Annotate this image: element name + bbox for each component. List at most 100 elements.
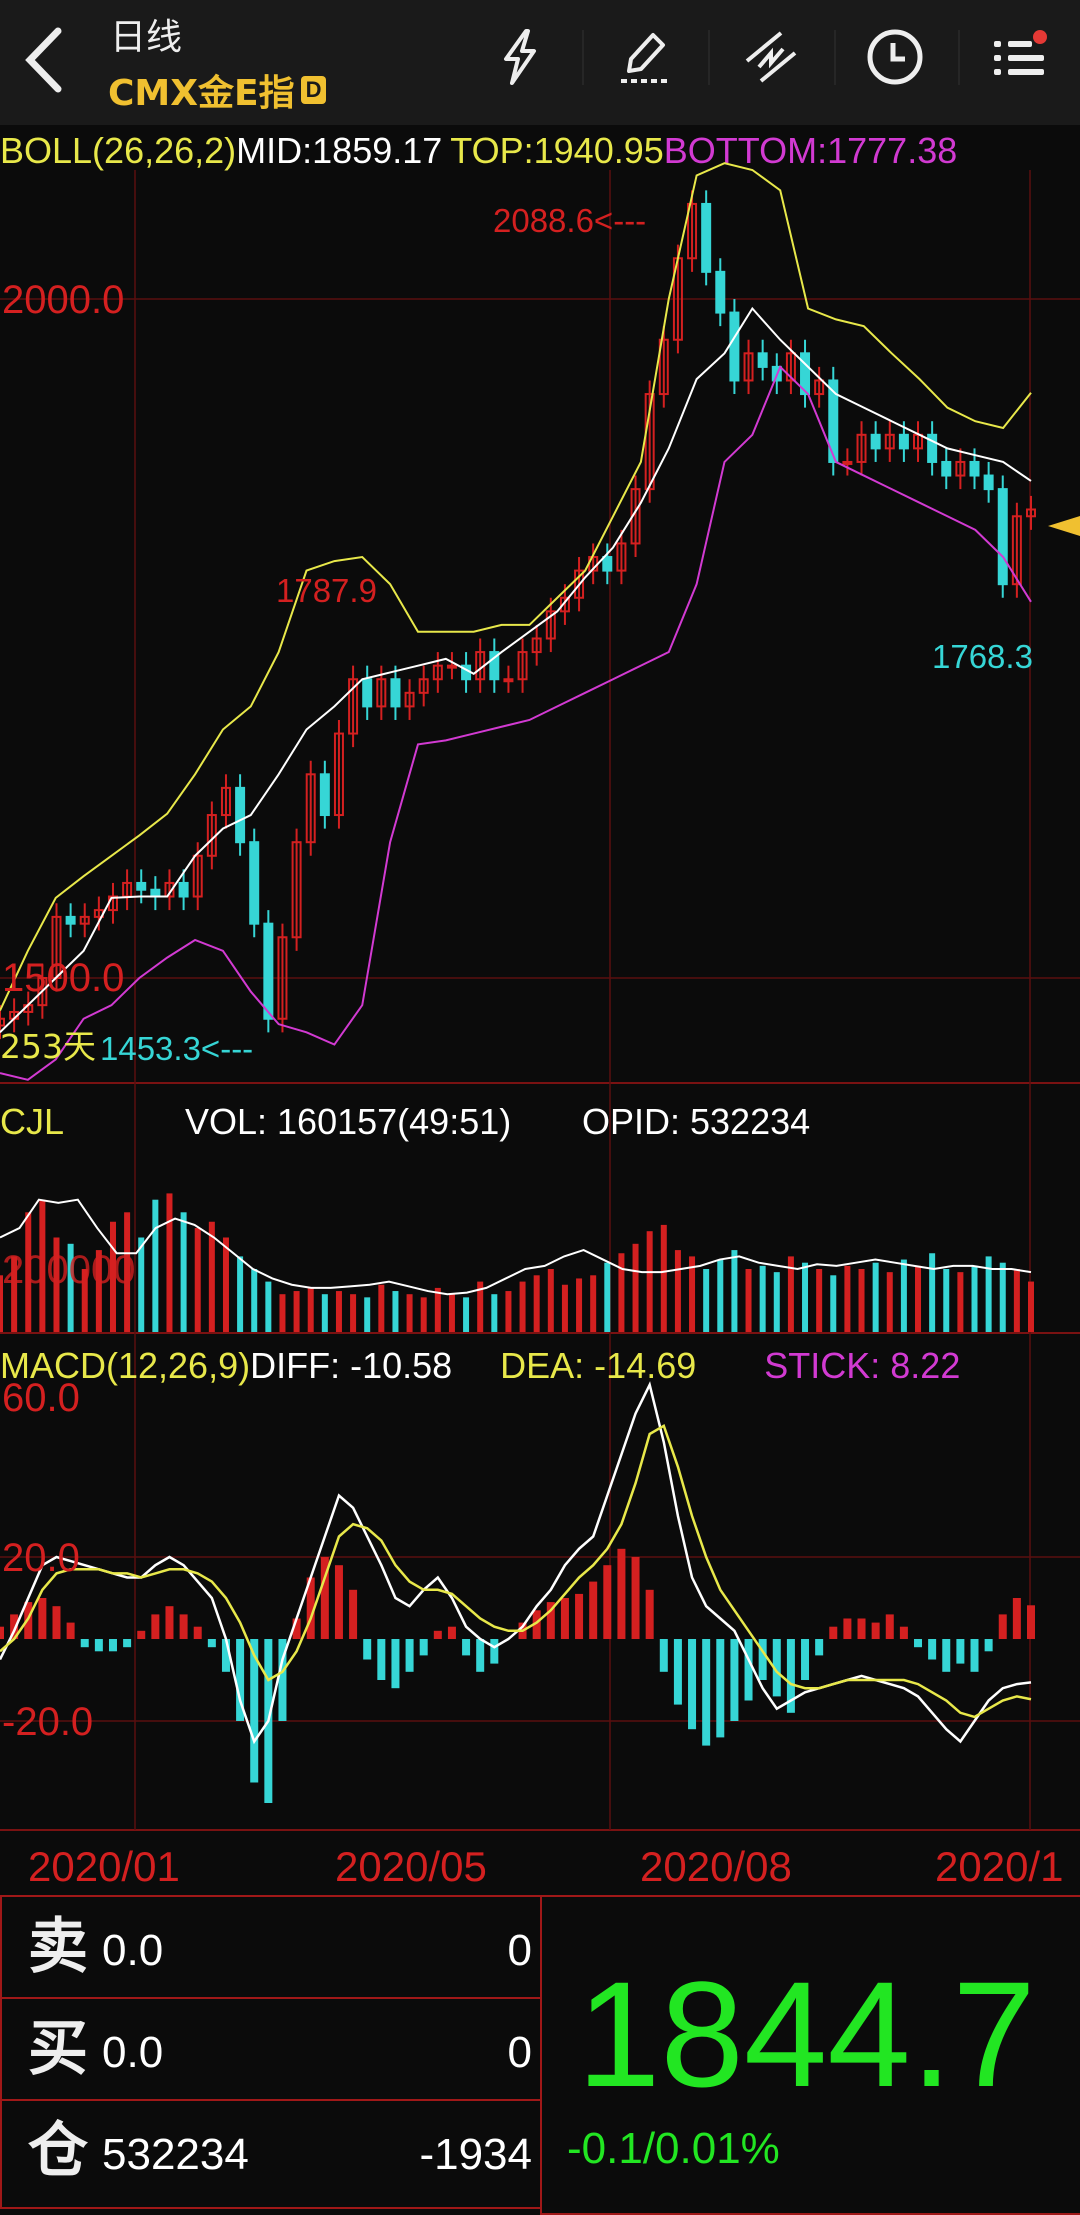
macd-stick-bar <box>94 1639 103 1652</box>
candle-body <box>814 379 825 396</box>
divider <box>708 30 710 85</box>
volume-bar <box>872 1262 879 1332</box>
macd-stick-bar <box>349 1589 358 1639</box>
volume-bar <box>971 1265 978 1332</box>
volume-bar <box>95 1250 102 1332</box>
clock-icon <box>867 29 923 85</box>
macd-stick-bar <box>80 1639 89 1648</box>
lightning-icon <box>504 29 536 85</box>
divider <box>958 30 960 85</box>
macd-diff: DIFF: -10.58 <box>250 1345 453 1386</box>
volume-bar <box>350 1294 357 1332</box>
divider <box>582 30 584 85</box>
macd-stick-bar <box>801 1639 810 1680</box>
volume-bar <box>519 1281 526 1332</box>
candle-body <box>376 678 387 708</box>
macd-dea-line <box>0 1423 1032 1719</box>
macd-stick-bar <box>207 1639 216 1648</box>
macd-stick-bar <box>843 1618 852 1639</box>
volume-bar <box>985 1256 992 1332</box>
sell-row: 卖 0.0 0 <box>0 1895 542 1999</box>
back-button[interactable] <box>18 25 78 95</box>
volume-bar <box>406 1294 413 1332</box>
macd-stick-bar <box>786 1639 795 1713</box>
position-label: 仓 <box>28 2116 88 2186</box>
volume-bar <box>858 1269 865 1332</box>
candle-body <box>305 773 316 844</box>
volume-bar <box>307 1287 314 1332</box>
macd-stick-bar <box>52 1606 61 1639</box>
draw-button[interactable] <box>610 22 680 92</box>
low-annotation: 1453.3<--- <box>100 1030 254 1067</box>
time-button[interactable] <box>860 22 930 92</box>
macd-stick-bar <box>377 1639 386 1680</box>
candle-body <box>150 888 161 898</box>
candle-body <box>65 915 76 925</box>
candle-body <box>658 338 669 396</box>
candle-body <box>644 393 655 491</box>
flash-button[interactable] <box>485 22 555 92</box>
candle-body <box>79 915 90 925</box>
macd-stick-bar <box>716 1639 725 1738</box>
candle-body <box>517 651 528 681</box>
macd-stick-bar <box>10 1614 19 1639</box>
chart-area[interactable] <box>0 0 1080 1870</box>
macd-stick-bar <box>899 1626 908 1639</box>
candle-body <box>37 977 48 1007</box>
volume-bar <box>533 1275 540 1332</box>
macd-stick-bar <box>659 1639 668 1672</box>
volume-bar <box>1013 1269 1020 1332</box>
candle-body <box>263 922 274 1020</box>
macd-legend: MACD(12,26,9)DIFF: -10.58 DEA: -14.69 STIC… <box>0 1348 960 1384</box>
volume-bar <box>618 1253 625 1332</box>
candle-body <box>0 1017 5 1027</box>
boll-top: TOP:1940.95 <box>450 130 664 171</box>
volume-bar <box>886 1272 893 1332</box>
macd-stick-bar <box>532 1610 541 1639</box>
current-price-marker <box>1048 516 1080 536</box>
candle-body <box>136 881 147 891</box>
sell-qty: 0 <box>507 1926 532 1975</box>
candle-body <box>235 786 246 844</box>
macd-diff-line <box>0 1381 1032 1745</box>
macd-stick-bar <box>956 1639 965 1664</box>
volume-bar <box>364 1297 371 1332</box>
volume-bar <box>279 1294 286 1332</box>
divider <box>834 30 836 85</box>
volume-average-line <box>0 1198 1032 1296</box>
instrument-selector[interactable]: CMX金E指 D <box>108 64 327 116</box>
volume-bar <box>604 1262 611 1332</box>
candle-body <box>277 936 288 1020</box>
menu-button[interactable] <box>985 22 1055 92</box>
volume-bar <box>265 1281 272 1332</box>
macd-stick-bar <box>334 1565 343 1639</box>
indicator-line-icon <box>745 31 797 83</box>
indicator-button[interactable] <box>736 22 806 92</box>
macd-stick-bar <box>476 1639 485 1672</box>
macd-stick-bar <box>108 1639 117 1652</box>
volume-bar <box>39 1199 46 1332</box>
volume-bar <box>124 1212 131 1332</box>
macd-stick-bar <box>603 1565 612 1639</box>
macd-stick-bar <box>320 1557 329 1639</box>
volume-bar <box>590 1275 597 1332</box>
boll-bottom: BOTTOM:1777.38 <box>663 130 958 171</box>
volume-bar <box>759 1265 766 1332</box>
candle-body <box>192 854 203 898</box>
volume-bar <box>81 1269 88 1332</box>
candle-body <box>348 678 359 735</box>
candle-body <box>800 352 811 396</box>
volume-bar <box>53 1237 60 1332</box>
macd-stick-bar <box>250 1639 259 1783</box>
candle-body <box>941 460 952 477</box>
macd-stick-bar <box>179 1614 188 1639</box>
macd-stick-bar <box>575 1593 584 1639</box>
macd-stick-bar <box>236 1639 245 1721</box>
buy-price: 0.0 <box>102 2028 164 2077</box>
date-label: 2020/1 <box>935 1843 1064 1890</box>
volume-bar <box>251 1269 258 1332</box>
volume-bar <box>293 1291 300 1332</box>
candle-body <box>715 270 726 314</box>
cjl-vol: VOL: 160157(49:51) <box>185 1101 512 1142</box>
cjl-label: CJL <box>0 1101 65 1142</box>
